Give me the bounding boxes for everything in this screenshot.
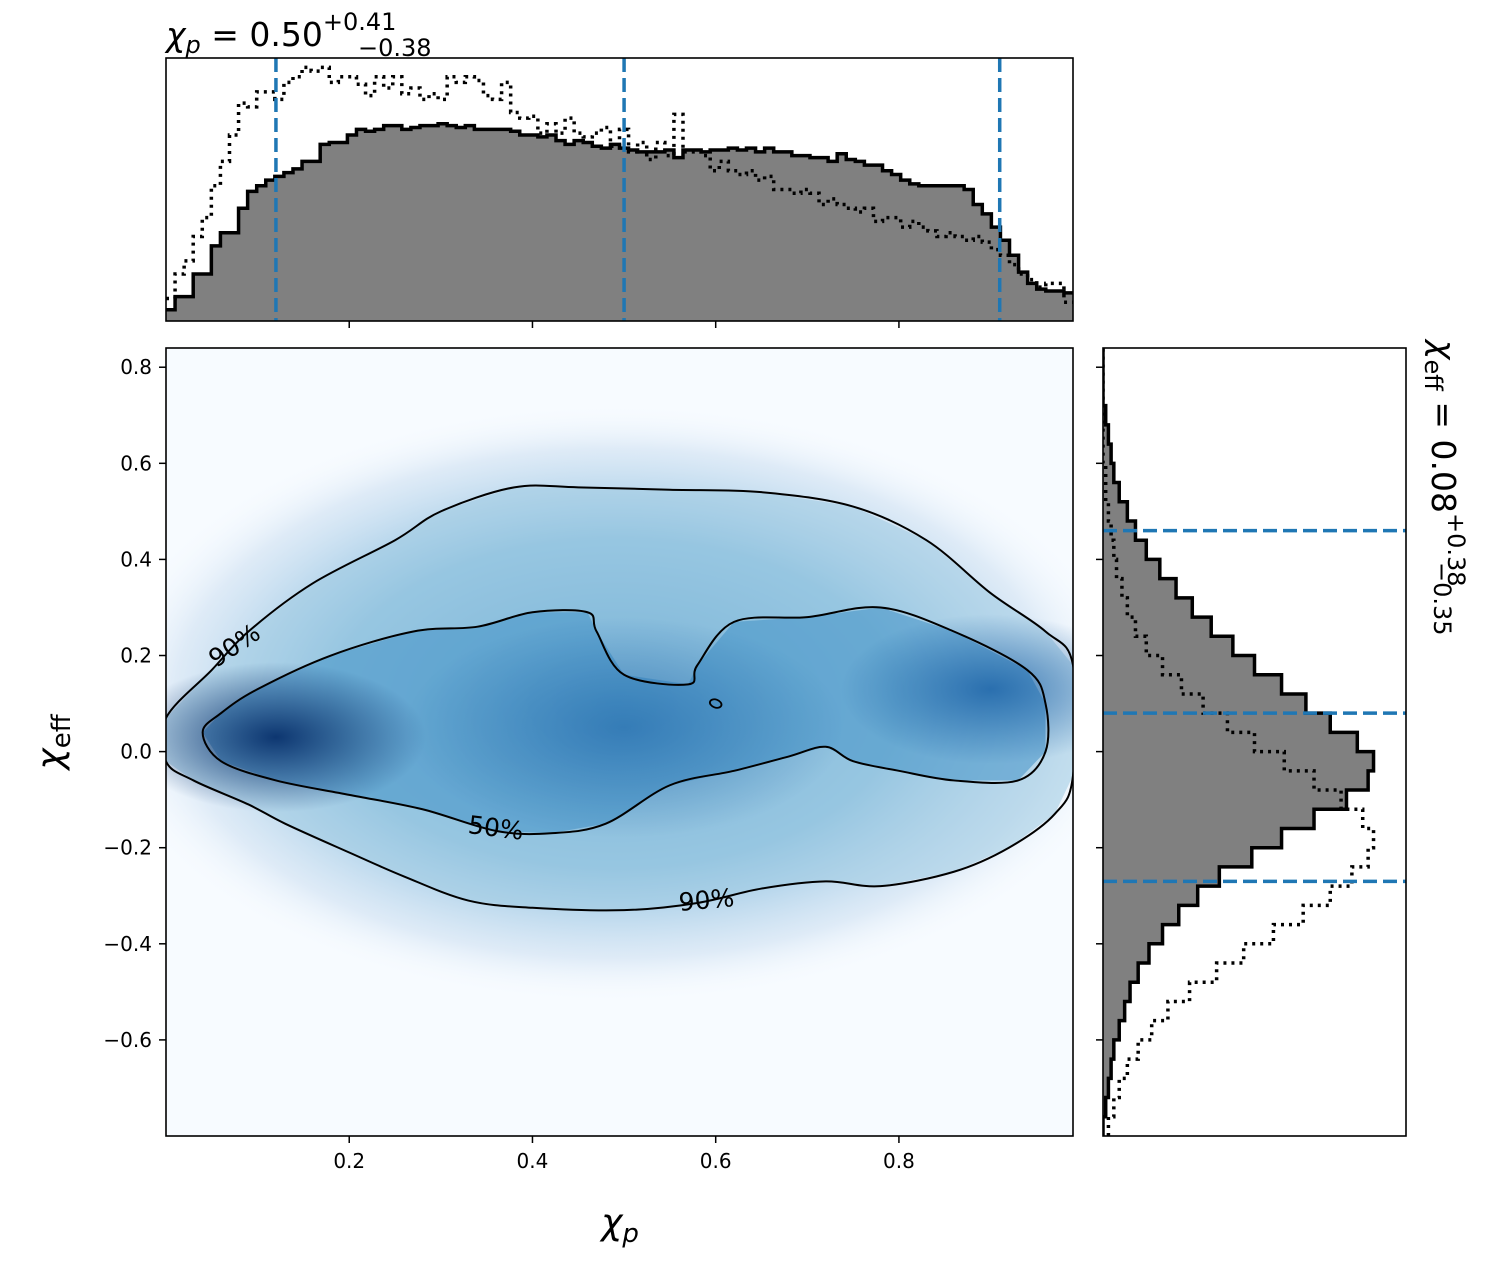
x-tick-label: 0.8 [883,1149,915,1173]
right-y-ticks [1096,366,1103,1041]
top-posterior-step [166,122,1073,312]
contour-50pct [201,606,1050,836]
joint-y-ticks: 0.8 0.6 0.4 0.2 0.0 −0.2 −0.4 −0.6 [103,355,166,1052]
top-marginal-panel [165,57,1074,328]
y-tick-label: −0.6 [103,1028,152,1052]
x-axis-label: χp [599,1202,639,1249]
y-tick-label: 0.2 [120,644,152,668]
density-peak [840,614,1073,765]
x-tick-label: 0.4 [517,1149,549,1173]
density-layer [166,403,1073,1004]
y-axis-label: χeff [30,713,77,771]
x-tick-label: 0.2 [333,1149,365,1173]
top-title-minus: −0.38 [358,34,432,62]
contour-90pct [166,484,1073,912]
density-peak [404,617,845,838]
x-tick-label: 0.6 [700,1149,732,1173]
right-prior-step [1103,348,1376,1136]
joint-x-ticks: 0.2 0.4 0.6 0.8 [333,1136,915,1173]
y-tick-label: −0.4 [103,932,152,956]
y-tick-label: 0.8 [120,355,152,379]
right-frame [1102,347,1407,1137]
density-peak [166,662,426,813]
right-histogram [1103,348,1406,1136]
top-frame [165,57,1074,322]
top-x-ticks [348,321,900,328]
contour-small-island [708,698,723,709]
top-posterior-fill [166,123,1073,321]
right-title: χeff = 0.08+0.38 −0.35 [1419,338,1470,636]
top-title: χp = 0.50+0.41 [164,8,396,59]
right-posterior-step [1103,348,1376,1136]
right-title-minus: −0.35 [1428,562,1456,636]
y-tick-label: 0.6 [120,451,152,475]
svg-text:χeff = 0.08+0.38: χeff = 0.08+0.38 [1419,338,1470,587]
joint-frame [165,347,1074,1137]
right-posterior-fill [1103,348,1374,1136]
right-marginal-panel [1096,347,1407,1137]
contour-label: 50% [467,810,526,846]
y-tick-label: −0.2 [103,836,152,860]
top-histogram [166,58,1073,321]
y-tick-label: 0.0 [120,740,152,764]
y-tick-label: 0.4 [120,547,152,571]
contour-layer [166,484,1073,912]
joint-panel: 90%90%50% 0.2 0.4 0.6 0.8 0.80.60.40.20.0−0… [103,347,1074,1173]
contour-label: 90% [678,883,736,917]
